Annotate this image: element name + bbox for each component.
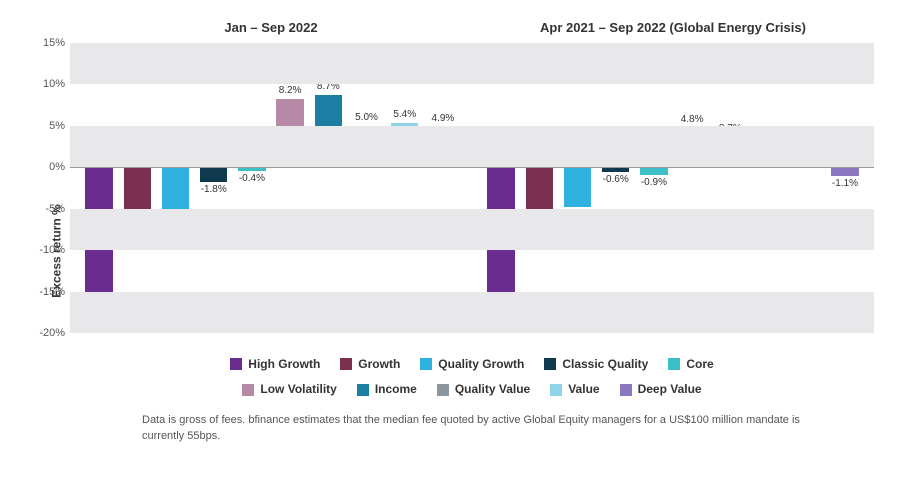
legend-swatch [620,384,632,396]
legend-item: Value [550,378,599,401]
y-tick: 10% [20,78,65,90]
legend-swatch [230,358,242,370]
excess-return-chart: Excess return % Jan – Sep 2022 Apr 2021 … [0,0,924,502]
legend-label: Quality Growth [438,353,524,376]
grid-band [70,43,874,84]
legend-item: Quality Value [437,378,530,401]
zero-line [70,167,874,168]
legend-swatch [420,358,432,370]
legend-item: Classic Quality [544,353,648,376]
plot-area: -15.6%-7.3%-7.6%-1.8%-0.4%8.2%8.7%5.0%5.… [70,43,874,333]
group-title-0: Jan – Sep 2022 [70,20,472,35]
y-tick: -15% [20,286,65,298]
y-tick: 5% [20,120,65,132]
y-tick: -10% [20,244,65,256]
legend-label: Classic Quality [562,353,648,376]
legend-item: Quality Growth [420,353,524,376]
legend-label: Income [375,378,417,401]
legend-item: High Growth [230,353,320,376]
legend-swatch [357,384,369,396]
legend-item: Growth [340,353,400,376]
y-tick: -5% [20,203,65,215]
legend: High Growth Growth Quality Growth Classic Q… [122,353,822,403]
y-tick: 15% [20,37,65,49]
grid-band [70,250,874,291]
legend-item: Low Volatility [242,378,336,401]
legend-label: High Growth [248,353,320,376]
legend-item: Income [357,378,417,401]
legend-swatch [340,358,352,370]
legend-item: Deep Value [620,378,702,401]
legend-swatch [550,384,562,396]
grid-band [70,126,874,167]
grid-band [70,84,874,125]
grid-band [70,292,874,333]
legend-label: Growth [358,353,400,376]
footnote: Data is gross of fees. bfinance estimate… [122,413,822,444]
y-tick: 0% [20,161,65,173]
legend-swatch [544,358,556,370]
group-titles: Jan – Sep 2022 Apr 2021 – Sep 2022 (Glob… [70,20,874,35]
legend-label: Value [568,378,599,401]
legend-swatch [437,384,449,396]
grid-band [70,209,874,250]
legend-label: Low Volatility [260,378,336,401]
legend-swatch [668,358,680,370]
grid-band [70,167,874,208]
y-tick: -20% [20,327,65,339]
legend-swatch [242,384,254,396]
group-title-1: Apr 2021 – Sep 2022 (Global Energy Crisi… [472,20,874,35]
legend-label: Deep Value [638,378,702,401]
legend-label: Quality Value [455,378,530,401]
legend-label: Core [686,353,713,376]
legend-item: Core [668,353,713,376]
